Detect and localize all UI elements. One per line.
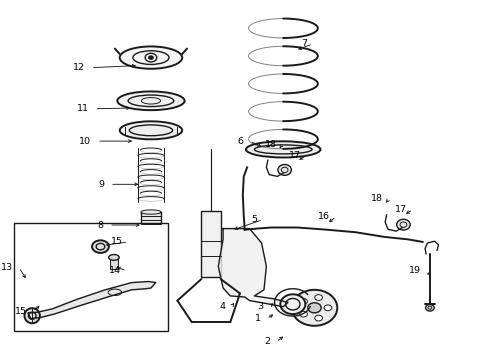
Text: 1: 1 bbox=[255, 314, 261, 323]
Text: 15: 15 bbox=[15, 307, 27, 316]
Ellipse shape bbox=[120, 46, 182, 69]
Ellipse shape bbox=[425, 305, 434, 311]
Text: 7: 7 bbox=[301, 40, 307, 49]
Ellipse shape bbox=[246, 141, 320, 158]
Text: 18: 18 bbox=[265, 140, 276, 149]
Text: 10: 10 bbox=[79, 137, 91, 146]
Text: 19: 19 bbox=[409, 266, 421, 275]
Text: 11: 11 bbox=[77, 104, 89, 113]
Text: 3: 3 bbox=[257, 302, 263, 311]
Text: 5: 5 bbox=[251, 215, 257, 224]
Ellipse shape bbox=[397, 219, 410, 230]
Ellipse shape bbox=[109, 255, 119, 260]
Text: 16: 16 bbox=[318, 212, 330, 221]
Ellipse shape bbox=[278, 165, 292, 175]
Circle shape bbox=[300, 311, 307, 317]
Polygon shape bbox=[28, 282, 156, 319]
Circle shape bbox=[300, 298, 307, 304]
Circle shape bbox=[148, 56, 153, 59]
Text: 14: 14 bbox=[109, 266, 121, 275]
Text: 18: 18 bbox=[371, 194, 383, 203]
Bar bbox=[141, 212, 161, 227]
Circle shape bbox=[324, 305, 332, 311]
Circle shape bbox=[308, 303, 321, 313]
Text: 2: 2 bbox=[264, 338, 270, 346]
Ellipse shape bbox=[24, 308, 40, 323]
Text: 17: 17 bbox=[395, 205, 407, 214]
Text: 9: 9 bbox=[98, 180, 104, 189]
Ellipse shape bbox=[280, 294, 305, 314]
Text: 4: 4 bbox=[220, 302, 225, 311]
Ellipse shape bbox=[292, 290, 337, 326]
Text: 6: 6 bbox=[238, 137, 244, 146]
Ellipse shape bbox=[92, 240, 109, 253]
Text: 17: 17 bbox=[289, 151, 300, 160]
Circle shape bbox=[315, 315, 322, 321]
Text: 15: 15 bbox=[111, 238, 122, 247]
Bar bbox=[201, 211, 220, 277]
Bar bbox=[110, 257, 118, 269]
Text: 12: 12 bbox=[73, 63, 85, 72]
Bar bbox=[14, 223, 168, 331]
Ellipse shape bbox=[120, 121, 182, 139]
Ellipse shape bbox=[141, 210, 161, 214]
Polygon shape bbox=[218, 229, 288, 307]
Text: 13: 13 bbox=[1, 263, 13, 272]
Text: 8: 8 bbox=[98, 220, 103, 230]
Circle shape bbox=[315, 294, 322, 300]
Ellipse shape bbox=[117, 91, 185, 110]
